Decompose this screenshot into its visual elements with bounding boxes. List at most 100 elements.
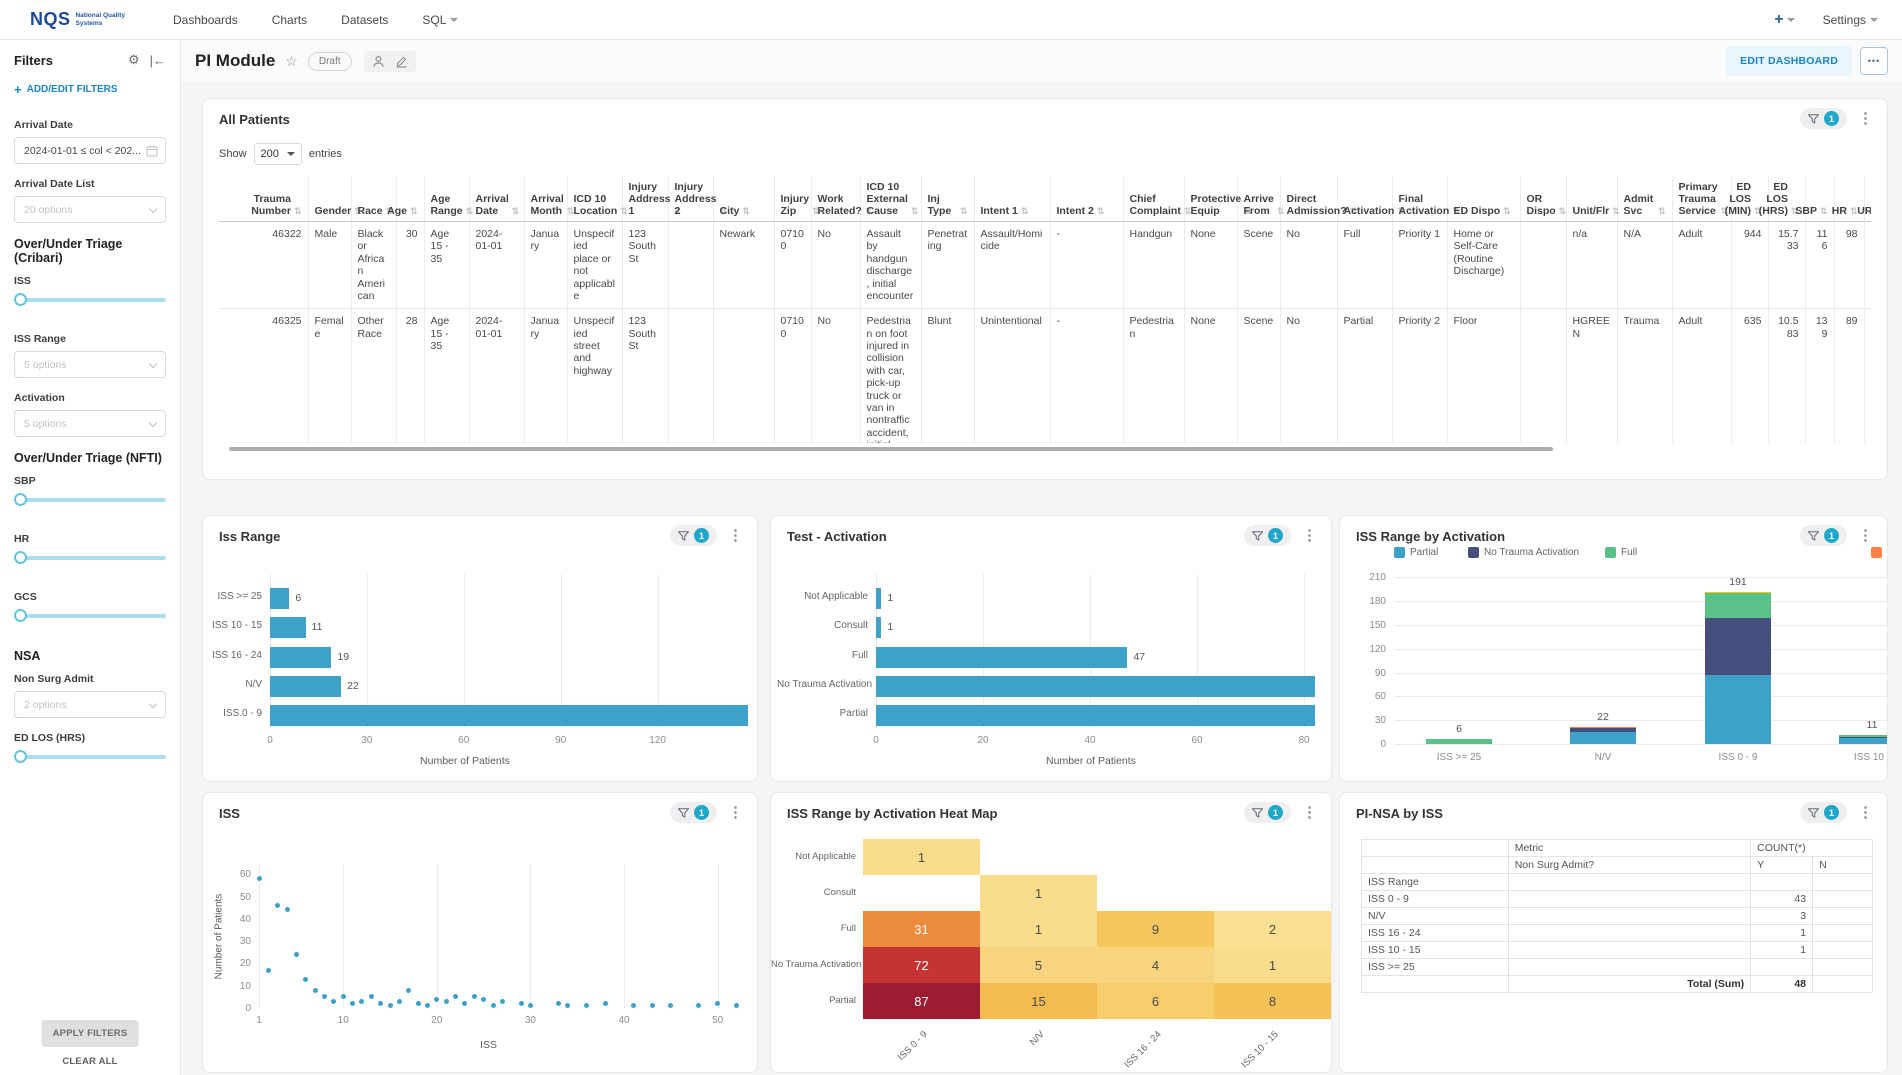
filter-slider[interactable] bbox=[14, 551, 166, 565]
column-header[interactable]: Injury Zip ⇅ bbox=[774, 177, 820, 222]
heatmap-cell[interactable] bbox=[1214, 875, 1331, 911]
heatmap-cell[interactable]: 4 bbox=[1097, 947, 1214, 983]
scatter-point[interactable] bbox=[396, 998, 402, 1004]
scatter-point[interactable] bbox=[256, 876, 262, 882]
filter-select[interactable]: 5 options bbox=[14, 410, 166, 437]
user-icon[interactable] bbox=[372, 55, 385, 68]
bar[interactable] bbox=[876, 675, 1315, 697]
scatter-point[interactable] bbox=[462, 1001, 468, 1007]
horizontal-scrollbar[interactable] bbox=[229, 447, 1553, 451]
menu-sql[interactable]: SQL bbox=[422, 13, 459, 27]
filter-select[interactable]: 20 options bbox=[14, 196, 166, 223]
heatmap-cell[interactable] bbox=[1214, 839, 1331, 875]
column-header[interactable]: ED LOS (HRS) ⇅ bbox=[1759, 177, 1806, 222]
scatter-point[interactable] bbox=[340, 994, 346, 1000]
heatmap-cell[interactable]: 8 bbox=[1214, 983, 1331, 1019]
chart-menu-icon[interactable]: ⋮ bbox=[728, 804, 743, 821]
column-header[interactable]: Intent 1 ⇅ bbox=[974, 177, 1051, 222]
filter-select[interactable]: 2 options bbox=[14, 691, 166, 718]
column-header[interactable]: ED Dispo ⇅ bbox=[1447, 177, 1521, 222]
filter-date-input[interactable]: 2024-01-01 ≤ col < 202... bbox=[14, 137, 166, 164]
stacked-bar-segment[interactable] bbox=[1705, 592, 1771, 594]
column-header[interactable]: Arrival Month ⇅ bbox=[524, 177, 574, 222]
column-header[interactable]: ICD 10 Location ⇅ bbox=[567, 177, 628, 222]
filter-slider[interactable] bbox=[14, 750, 166, 764]
cross-filter-indicator[interactable]: 1 bbox=[1800, 525, 1847, 546]
bar[interactable] bbox=[876, 646, 1128, 668]
settings-menu[interactable]: Settings bbox=[1823, 13, 1878, 27]
stacked-bar-segment[interactable] bbox=[1570, 727, 1636, 729]
chart-menu-icon[interactable]: ⋮ bbox=[1858, 527, 1873, 544]
stacked-bar-segment[interactable] bbox=[1705, 593, 1771, 618]
favorite-star-icon[interactable]: ☆ bbox=[285, 52, 298, 69]
stacked-bar-segment[interactable] bbox=[1426, 739, 1492, 744]
scatter-point[interactable] bbox=[715, 1001, 721, 1007]
edit-pencil-icon[interactable] bbox=[395, 55, 408, 68]
column-header[interactable]: Admit Svc ⇅ bbox=[1617, 177, 1673, 222]
legend-item[interactable]: Full bbox=[1605, 547, 1637, 558]
filter-slider[interactable] bbox=[14, 293, 166, 307]
column-header[interactable]: Final Activation ⇅ bbox=[1392, 177, 1460, 222]
scatter-point[interactable] bbox=[284, 907, 290, 913]
heatmap-cell[interactable]: 72 bbox=[863, 947, 980, 983]
scatter-point[interactable] bbox=[350, 1001, 356, 1007]
scatter-point[interactable] bbox=[434, 996, 440, 1002]
heatmap-cell[interactable]: 1 bbox=[1214, 947, 1331, 983]
heatmap-cell[interactable] bbox=[980, 839, 1097, 875]
gear-icon[interactable]: ⚙ bbox=[127, 52, 140, 67]
column-header[interactable]: Injury Address 2 ⇅ bbox=[668, 177, 727, 222]
clear-all-button[interactable]: CLEAR ALL bbox=[62, 1056, 118, 1067]
cross-filter-indicator[interactable]: 1 bbox=[670, 802, 717, 823]
cross-filter-indicator[interactable]: 1 bbox=[1800, 802, 1847, 823]
column-header[interactable]: City ⇅ bbox=[713, 177, 775, 222]
stacked-bar-segment[interactable] bbox=[1570, 732, 1636, 744]
scatter-point[interactable] bbox=[565, 1003, 571, 1009]
bar[interactable] bbox=[876, 587, 882, 609]
scatter-point[interactable] bbox=[668, 1003, 674, 1009]
bar[interactable] bbox=[270, 675, 342, 697]
chart-menu-icon[interactable]: ⋮ bbox=[1858, 804, 1873, 821]
edit-dashboard-button[interactable]: EDIT DASHBOARD bbox=[1726, 46, 1852, 76]
legend-item[interactable]: Partial bbox=[1394, 547, 1438, 558]
stacked-bar-segment[interactable] bbox=[1570, 728, 1636, 733]
scatter-point[interactable] bbox=[312, 987, 318, 993]
chart-menu-icon[interactable]: ⋮ bbox=[1302, 527, 1317, 544]
nqs-logo[interactable]: NQS National Quality Systems bbox=[30, 9, 125, 30]
column-header[interactable]: Age ⇅ bbox=[387, 177, 425, 222]
bar[interactable] bbox=[876, 616, 882, 638]
heatmap-cell[interactable]: 1 bbox=[863, 839, 980, 875]
column-header[interactable]: Primary Trauma Service ⇅ bbox=[1672, 177, 1732, 222]
heatmap-cell[interactable]: 15 bbox=[980, 983, 1097, 1019]
bar[interactable] bbox=[270, 616, 306, 638]
column-header[interactable]: Race ⇅ bbox=[351, 177, 397, 222]
chart-menu-icon[interactable]: ⋮ bbox=[1302, 804, 1317, 821]
scatter-point[interactable] bbox=[453, 994, 459, 1000]
scatter-point[interactable] bbox=[293, 951, 299, 957]
scatter-point[interactable] bbox=[499, 998, 505, 1004]
scatter-point[interactable] bbox=[602, 1001, 608, 1007]
column-header[interactable]: Work Related? ⇅ bbox=[811, 177, 872, 222]
heatmap-cell[interactable]: 1 bbox=[980, 911, 1097, 947]
heatmap-cell[interactable] bbox=[863, 875, 980, 911]
scatter-point[interactable] bbox=[443, 998, 449, 1004]
scatter-point[interactable] bbox=[265, 967, 271, 973]
cross-filter-indicator[interactable]: 1 bbox=[1244, 802, 1291, 823]
scatter-point[interactable] bbox=[630, 1003, 636, 1009]
new-item-button[interactable]: + bbox=[1774, 11, 1795, 29]
heatmap-cell[interactable]: 1 bbox=[980, 875, 1097, 911]
column-header[interactable]: ED LOS (MIN) ⇅ bbox=[1725, 177, 1769, 222]
column-header[interactable]: Age Range ⇅ bbox=[424, 177, 473, 222]
column-header[interactable]: Injury Address 1 ⇅ bbox=[622, 177, 681, 222]
heatmap-cell[interactable]: 2 bbox=[1214, 911, 1331, 947]
scatter-point[interactable] bbox=[490, 1003, 496, 1009]
filter-select[interactable]: 5 options bbox=[14, 351, 166, 378]
cross-filter-indicator[interactable]: 1 bbox=[1244, 525, 1291, 546]
scatter-point[interactable] bbox=[424, 1003, 430, 1009]
scatter-point[interactable] bbox=[481, 996, 487, 1002]
scatter-point[interactable] bbox=[527, 1003, 533, 1009]
filter-slider[interactable] bbox=[14, 609, 166, 623]
column-header[interactable]: Gender ⇅ bbox=[308, 177, 362, 222]
bar[interactable] bbox=[270, 704, 749, 726]
slider-handle[interactable] bbox=[14, 551, 27, 564]
scatter-point[interactable] bbox=[518, 1001, 524, 1007]
